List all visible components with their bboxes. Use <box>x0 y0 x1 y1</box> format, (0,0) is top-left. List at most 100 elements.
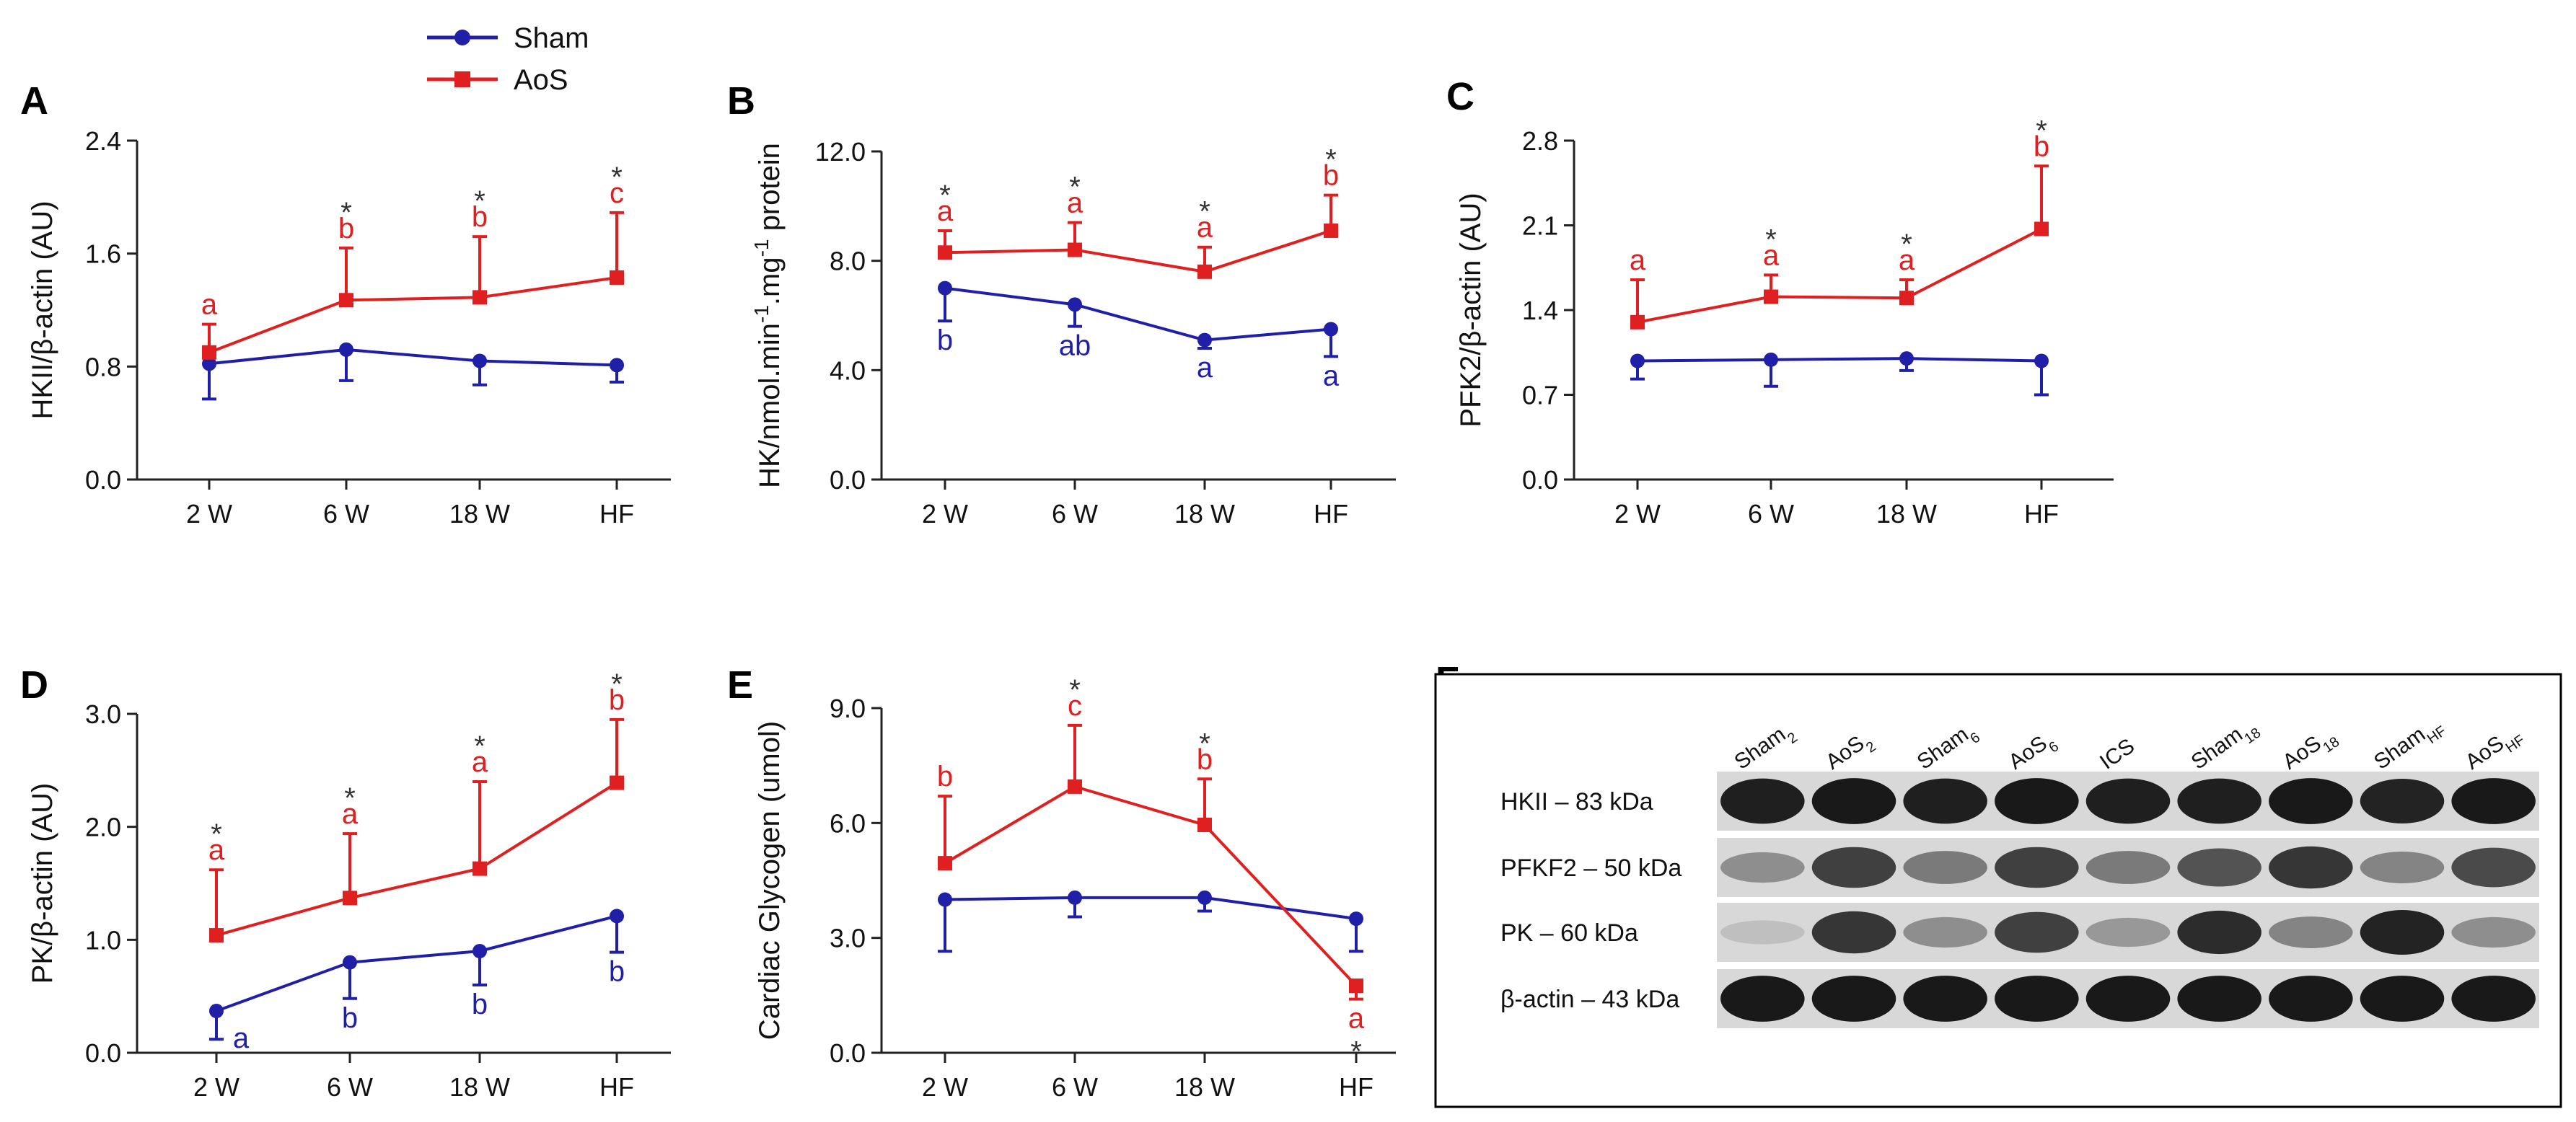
y-tick-label: 2.1 <box>1522 211 1558 241</box>
significance-letter: b <box>338 213 354 244</box>
blot-band <box>1811 911 1896 954</box>
blot-row-label: PFKF2 – 50 kDa <box>1500 854 1682 882</box>
aos-data-point <box>1630 314 1645 330</box>
significance-star: * <box>2036 115 2047 146</box>
blot-band <box>2451 916 2536 948</box>
significance-star: * <box>1069 172 1081 203</box>
aos-series-line <box>944 229 1332 273</box>
aos-data-point <box>1068 242 1082 257</box>
legend-aos-label: AoS <box>514 64 568 96</box>
sham-data-point <box>610 358 624 373</box>
blot-band <box>2360 976 2445 1022</box>
sham-data-point <box>1324 322 1338 337</box>
aos-data-point <box>343 891 357 906</box>
significance-star: * <box>211 818 222 850</box>
sham-data-point <box>610 909 624 924</box>
significance-star: * <box>1901 229 1912 260</box>
aos-series-line <box>944 785 1358 987</box>
significance-star: * <box>1350 1036 1362 1068</box>
y-axis-label: HKII/β-actin (AU) <box>27 200 58 419</box>
blot-band <box>2360 910 2445 955</box>
blot-band <box>1995 778 2079 824</box>
blot-band <box>1811 778 1896 824</box>
significance-letter: a <box>1197 352 1213 384</box>
sham-data-point <box>1197 332 1212 348</box>
panel-letter-c: C <box>1446 75 1474 118</box>
y-axis-label-part: HK/nmol.min <box>754 323 786 488</box>
y-tick-label: 1.4 <box>1522 296 1558 325</box>
blot-band <box>2360 852 2445 883</box>
significance-star: * <box>939 180 951 211</box>
blot-band <box>2085 917 2171 947</box>
aos-data-point <box>209 928 224 943</box>
significance-star: * <box>474 185 485 217</box>
y-axis-label-part: -1 <box>750 305 773 323</box>
significance-letter: b <box>1323 160 1339 192</box>
x-tick-label: 18 W <box>1174 1072 1235 1102</box>
legend-sham-marker <box>454 30 470 45</box>
x-tick-label: 2 W <box>922 1072 968 1102</box>
y-tick-label: 9.0 <box>830 694 866 723</box>
blot-band <box>2177 910 2261 955</box>
significance-letter: a <box>1197 212 1213 244</box>
aos-data-point <box>202 345 216 360</box>
aos-data-point <box>1324 223 1338 238</box>
aos-data-point <box>472 861 487 876</box>
significance-letter: a <box>201 289 218 321</box>
significance-star: * <box>1199 196 1210 228</box>
significance-letter: b <box>937 324 953 356</box>
y-tick-label: 0.0 <box>830 1038 866 1068</box>
blot-band <box>1995 847 2079 888</box>
y-tick-label: 1.6 <box>85 239 121 269</box>
sham-data-point <box>1349 911 1363 927</box>
significance-letter: a <box>342 798 359 830</box>
blot-band <box>2451 847 2536 888</box>
blot-band <box>2085 851 2171 884</box>
sham-series-line <box>1637 357 2042 363</box>
blot-band <box>2451 778 2536 824</box>
significance-letter: b <box>937 761 953 792</box>
y-axis-label: HK/nmol.min-1.mg-1 protein <box>750 143 786 488</box>
blot-band <box>2177 778 2261 824</box>
y-axis-label: PK/β-actin (AU) <box>27 783 58 984</box>
blot-band <box>2269 846 2353 889</box>
aos-data-point <box>2034 221 2049 237</box>
y-axis-label: PFK2/β-actin (AU) <box>1455 193 1487 427</box>
x-tick-label: 2 W <box>193 1072 239 1102</box>
blot-band <box>1995 976 2079 1022</box>
sham-data-point <box>339 342 353 357</box>
significance-letter: b <box>609 684 625 716</box>
blot-band <box>2451 976 2536 1022</box>
significance-letter: b <box>472 201 488 233</box>
significance-letter: a <box>472 746 488 778</box>
legend-sham-label: Sham <box>514 22 589 54</box>
aos-data-point <box>938 245 952 260</box>
blot-band <box>1903 916 1987 948</box>
x-tick-label: 6 W <box>323 499 369 529</box>
aos-data-point <box>1197 817 1212 832</box>
x-tick-label: 18 W <box>1876 499 1937 529</box>
blot-band <box>1811 976 1896 1022</box>
x-tick-label: 18 W <box>449 1072 510 1102</box>
y-tick-label: 0.0 <box>1522 465 1558 495</box>
aos-data-point <box>1068 779 1082 794</box>
blot-band <box>2269 778 2353 824</box>
significance-letter: c <box>610 177 624 209</box>
x-tick-label: 18 W <box>1174 499 1235 529</box>
sham-data-point <box>209 1004 224 1019</box>
significance-star: * <box>474 730 485 762</box>
panel-c-chart: 0.0 0.7 1.4 2.1 2.8 2 W 6 W 18 W HF PFK2/β-actin … <box>1455 115 2114 529</box>
panel-letter-a: A <box>20 79 48 123</box>
blot-band <box>1903 976 1987 1022</box>
x-tick-label: 6 W <box>327 1072 373 1102</box>
significance-letter: c <box>1068 690 1082 722</box>
blot-band <box>2269 916 2353 948</box>
sham-data-point <box>1068 297 1082 312</box>
y-axis-label-part: -1 <box>750 239 773 257</box>
y-tick-label: 0.8 <box>85 352 121 381</box>
sham-data-point <box>2034 353 2049 368</box>
x-tick-label: 6 W <box>1748 499 1794 529</box>
panel-e-chart: 0.0 3.0 6.0 9.0 2 W 6 W 18 W HF Cardiac Glycogen… <box>754 674 1396 1102</box>
